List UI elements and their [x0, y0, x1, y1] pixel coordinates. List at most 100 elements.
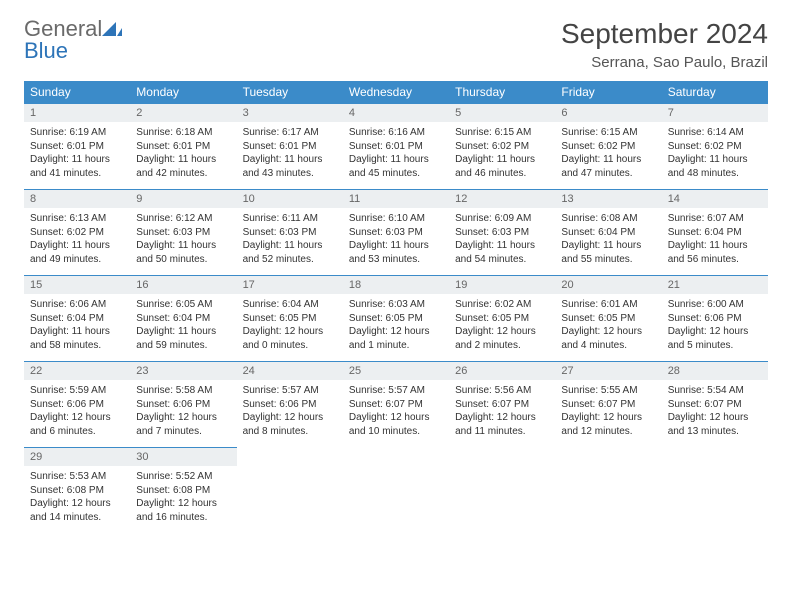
day-number: 11	[343, 190, 449, 208]
title-block: September 2024 Serrana, Sao Paulo, Brazi…	[561, 18, 768, 71]
calendar-row: 1Sunrise: 6:19 AMSunset: 6:01 PMDaylight…	[24, 104, 768, 190]
day-sunrise: Sunrise: 6:19 AM	[30, 126, 124, 140]
day-daylight1: Daylight: 12 hours	[243, 411, 337, 425]
day-sunset: Sunset: 6:01 PM	[30, 140, 124, 154]
day-sunset: Sunset: 6:08 PM	[136, 484, 230, 498]
day-sunrise: Sunrise: 6:06 AM	[30, 298, 124, 312]
day-sunset: Sunset: 6:05 PM	[349, 312, 443, 326]
day-sunrise: Sunrise: 6:09 AM	[455, 212, 549, 226]
day-body: Sunrise: 6:15 AMSunset: 6:02 PMDaylight:…	[449, 122, 555, 184]
day-number: 12	[449, 190, 555, 208]
calendar-cell: 16Sunrise: 6:05 AMSunset: 6:04 PMDayligh…	[130, 276, 236, 362]
day-sunrise: Sunrise: 6:12 AM	[136, 212, 230, 226]
day-daylight2: and 55 minutes.	[561, 253, 655, 267]
day-sunset: Sunset: 6:04 PM	[30, 312, 124, 326]
calendar-cell: 22Sunrise: 5:59 AMSunset: 6:06 PMDayligh…	[24, 362, 130, 448]
day-body: Sunrise: 5:57 AMSunset: 6:07 PMDaylight:…	[343, 380, 449, 442]
day-daylight2: and 11 minutes.	[455, 425, 549, 439]
day-number: 30	[130, 448, 236, 466]
day-sunrise: Sunrise: 6:08 AM	[561, 212, 655, 226]
calendar-row: 15Sunrise: 6:06 AMSunset: 6:04 PMDayligh…	[24, 276, 768, 362]
day-daylight1: Daylight: 12 hours	[243, 325, 337, 339]
day-number: 9	[130, 190, 236, 208]
day-body: Sunrise: 6:05 AMSunset: 6:04 PMDaylight:…	[130, 294, 236, 356]
day-sunset: Sunset: 6:07 PM	[455, 398, 549, 412]
day-daylight1: Daylight: 12 hours	[136, 411, 230, 425]
day-sunset: Sunset: 6:02 PM	[30, 226, 124, 240]
calendar-cell: 11Sunrise: 6:10 AMSunset: 6:03 PMDayligh…	[343, 190, 449, 276]
day-daylight2: and 16 minutes.	[136, 511, 230, 525]
day-number: 1	[24, 104, 130, 122]
day-sunset: Sunset: 6:02 PM	[561, 140, 655, 154]
day-daylight1: Daylight: 11 hours	[136, 325, 230, 339]
calendar-cell: 10Sunrise: 6:11 AMSunset: 6:03 PMDayligh…	[237, 190, 343, 276]
day-daylight1: Daylight: 11 hours	[30, 325, 124, 339]
day-sunset: Sunset: 6:07 PM	[349, 398, 443, 412]
day-sunrise: Sunrise: 6:15 AM	[455, 126, 549, 140]
day-sunrise: Sunrise: 6:18 AM	[136, 126, 230, 140]
day-daylight1: Daylight: 11 hours	[30, 153, 124, 167]
day-daylight2: and 1 minute.	[349, 339, 443, 353]
day-daylight1: Daylight: 11 hours	[136, 153, 230, 167]
day-daylight1: Daylight: 12 hours	[455, 325, 549, 339]
day-daylight1: Daylight: 11 hours	[349, 239, 443, 253]
day-body: Sunrise: 5:53 AMSunset: 6:08 PMDaylight:…	[24, 466, 130, 528]
calendar-cell	[237, 448, 343, 534]
day-sunset: Sunset: 6:01 PM	[136, 140, 230, 154]
day-sunrise: Sunrise: 5:52 AM	[136, 470, 230, 484]
logo: General Blue	[24, 18, 122, 62]
day-sunrise: Sunrise: 5:58 AM	[136, 384, 230, 398]
calendar-cell: 27Sunrise: 5:55 AMSunset: 6:07 PMDayligh…	[555, 362, 661, 448]
day-daylight2: and 43 minutes.	[243, 167, 337, 181]
day-daylight2: and 14 minutes.	[30, 511, 124, 525]
calendar-cell: 21Sunrise: 6:00 AMSunset: 6:06 PMDayligh…	[662, 276, 768, 362]
day-daylight1: Daylight: 11 hours	[668, 239, 762, 253]
weekday-header-row: SundayMondayTuesdayWednesdayThursdayFrid…	[24, 81, 768, 104]
day-sunrise: Sunrise: 5:53 AM	[30, 470, 124, 484]
calendar-cell: 24Sunrise: 5:57 AMSunset: 6:06 PMDayligh…	[237, 362, 343, 448]
calendar-cell: 7Sunrise: 6:14 AMSunset: 6:02 PMDaylight…	[662, 104, 768, 190]
day-daylight2: and 42 minutes.	[136, 167, 230, 181]
weekday-header: Tuesday	[237, 81, 343, 104]
day-daylight2: and 54 minutes.	[455, 253, 549, 267]
day-daylight1: Daylight: 12 hours	[349, 325, 443, 339]
day-body: Sunrise: 6:04 AMSunset: 6:05 PMDaylight:…	[237, 294, 343, 356]
day-daylight2: and 41 minutes.	[30, 167, 124, 181]
location: Serrana, Sao Paulo, Brazil	[561, 54, 768, 71]
day-body: Sunrise: 6:15 AMSunset: 6:02 PMDaylight:…	[555, 122, 661, 184]
calendar-cell: 13Sunrise: 6:08 AMSunset: 6:04 PMDayligh…	[555, 190, 661, 276]
calendar-cell	[449, 448, 555, 534]
weekday-header: Thursday	[449, 81, 555, 104]
day-sunrise: Sunrise: 6:17 AM	[243, 126, 337, 140]
calendar-cell: 20Sunrise: 6:01 AMSunset: 6:05 PMDayligh…	[555, 276, 661, 362]
day-sunrise: Sunrise: 6:10 AM	[349, 212, 443, 226]
day-daylight1: Daylight: 12 hours	[668, 325, 762, 339]
day-sunrise: Sunrise: 6:00 AM	[668, 298, 762, 312]
day-daylight2: and 6 minutes.	[30, 425, 124, 439]
day-body: Sunrise: 6:13 AMSunset: 6:02 PMDaylight:…	[24, 208, 130, 270]
day-number: 14	[662, 190, 768, 208]
weekday-header: Saturday	[662, 81, 768, 104]
header: General Blue September 2024 Serrana, Sao…	[24, 18, 768, 71]
day-body: Sunrise: 6:08 AMSunset: 6:04 PMDaylight:…	[555, 208, 661, 270]
day-sunset: Sunset: 6:07 PM	[561, 398, 655, 412]
day-number: 25	[343, 362, 449, 380]
day-number: 8	[24, 190, 130, 208]
month-title: September 2024	[561, 18, 768, 50]
day-daylight2: and 2 minutes.	[455, 339, 549, 353]
day-sunset: Sunset: 6:01 PM	[243, 140, 337, 154]
day-daylight1: Daylight: 12 hours	[30, 497, 124, 511]
day-daylight2: and 12 minutes.	[561, 425, 655, 439]
day-body: Sunrise: 6:17 AMSunset: 6:01 PMDaylight:…	[237, 122, 343, 184]
calendar-cell: 29Sunrise: 5:53 AMSunset: 6:08 PMDayligh…	[24, 448, 130, 534]
day-sunset: Sunset: 6:03 PM	[243, 226, 337, 240]
day-daylight2: and 56 minutes.	[668, 253, 762, 267]
day-sunset: Sunset: 6:08 PM	[30, 484, 124, 498]
day-sunrise: Sunrise: 5:59 AM	[30, 384, 124, 398]
weekday-header: Friday	[555, 81, 661, 104]
day-daylight1: Daylight: 11 hours	[349, 153, 443, 167]
day-number: 21	[662, 276, 768, 294]
weekday-header: Monday	[130, 81, 236, 104]
day-daylight1: Daylight: 12 hours	[561, 411, 655, 425]
day-sunset: Sunset: 6:05 PM	[561, 312, 655, 326]
